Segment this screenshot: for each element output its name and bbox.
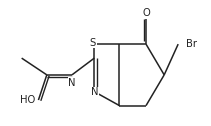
Text: Br: Br: [186, 39, 197, 49]
Text: HO: HO: [20, 95, 36, 105]
Text: N: N: [91, 87, 99, 97]
Text: N: N: [68, 78, 76, 88]
Text: O: O: [142, 8, 150, 18]
Text: S: S: [90, 38, 96, 48]
